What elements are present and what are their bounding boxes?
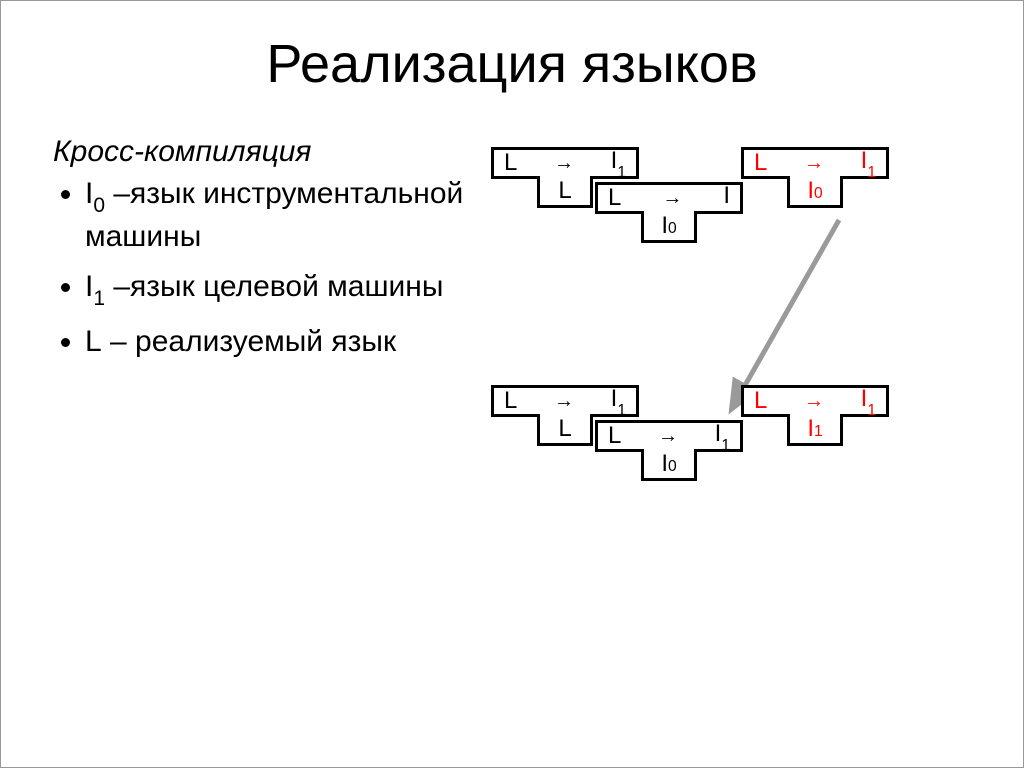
bullet-symbol: L — [85, 325, 102, 358]
arrow-icon: → — [554, 390, 574, 413]
tdiag-target: I1 — [611, 147, 626, 179]
bullet-subscript: 1 — [93, 287, 105, 310]
tdiag-impl: I0 — [787, 176, 843, 208]
tdiag-source: L — [754, 387, 767, 415]
slide-title: Реализация языков — [1, 33, 1023, 95]
tdiag-impl: L — [537, 176, 593, 208]
arrow-icon: → — [804, 152, 824, 175]
tdiag-impl: I1 — [787, 414, 843, 446]
t-diagram-bot-right: L → I1 I1 — [741, 385, 889, 446]
t-diagram-top-right: L → I1 I0 — [741, 147, 889, 208]
diagram-area: L → I1 L L → I I0 — [471, 135, 991, 655]
arrow-icon: → — [658, 425, 678, 448]
tdiag-source: L — [754, 149, 767, 177]
bullet-text: – реализуемый язык — [102, 325, 396, 358]
tdiag-source: L — [608, 422, 621, 450]
bullet-subscript: 0 — [93, 194, 105, 217]
bullet-list: I0 –язык инструментальной машины I1 –язы… — [53, 175, 471, 366]
t-diagram-bot-mid: L → I1 I0 — [595, 420, 743, 481]
tdiag-impl: I0 — [641, 449, 697, 481]
tdiag-target: I1 — [861, 385, 876, 417]
arrow-icon: → — [804, 390, 824, 413]
tdiag-impl: I0 — [641, 211, 697, 243]
bullet-item: I1 –язык целевой машины — [85, 268, 471, 311]
slide: Реализация языков Кросс-компиляция I0 –я… — [0, 0, 1024, 768]
bullet-item: L – реализуемый язык — [85, 323, 471, 366]
arrow-icon: → — [554, 152, 574, 175]
tdiag-source: L — [608, 184, 621, 212]
tdiag-target: I — [723, 182, 730, 214]
tdiag-source: L — [504, 149, 517, 177]
text-column: Кросс-компиляция I0 –язык инструментальн… — [1, 135, 471, 655]
tdiag-target: I1 — [611, 385, 626, 417]
subtitle: Кросс-компиляция — [53, 135, 471, 169]
tdiag-target: I1 — [715, 420, 730, 452]
tdiag-impl: L — [537, 414, 593, 446]
arrow-icon: → — [662, 187, 682, 210]
bullet-item: I0 –язык инструментальной машины — [85, 175, 471, 256]
tdiag-source: L — [504, 387, 517, 415]
slide-body: Кросс-компиляция I0 –язык инструментальн… — [1, 135, 1023, 655]
arrow-line — [731, 220, 839, 410]
t-diagram-top-mid: L → I I0 — [595, 182, 743, 243]
bullet-text: –язык инструментальной машины — [85, 177, 463, 253]
tdiag-target: I1 — [861, 147, 876, 179]
bullet-text: –язык целевой машины — [105, 270, 443, 303]
